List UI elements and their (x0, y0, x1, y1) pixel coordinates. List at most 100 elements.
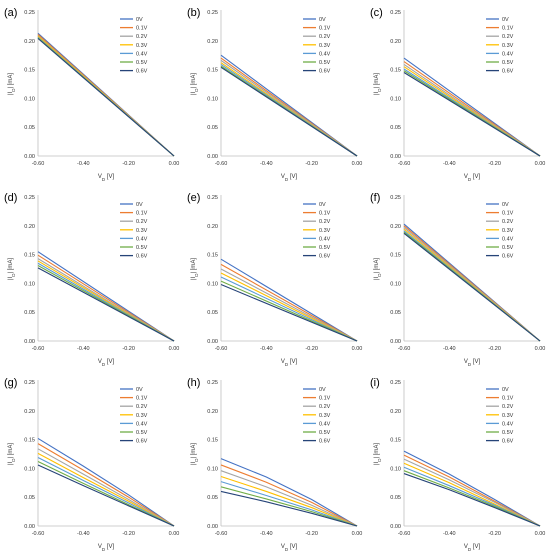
x-axis-title: VD [V] (98, 359, 115, 367)
x-tick-label: -0.40 (260, 346, 273, 352)
x-tick-label: -0.40 (443, 531, 456, 537)
series-line (37, 452, 175, 527)
y-tick-label: 0.15 (24, 253, 35, 259)
legend-label: 0.4V (502, 421, 514, 427)
x-tick-label: -0.60 (32, 346, 45, 352)
y-tick-label: 0.20 (24, 409, 35, 415)
y-tick-label: 0.05 (24, 125, 35, 131)
y-tick-label: 0.00 (24, 154, 35, 160)
legend-label: 0.3V (319, 413, 331, 419)
y-tick-label: 0.00 (390, 154, 401, 160)
panel-label: (i) (370, 377, 380, 389)
legend-label: 0V (502, 17, 509, 23)
legend-label: 0.2V (502, 34, 514, 40)
y-tick-label: 0.05 (24, 310, 35, 316)
y-tick-label: 0.25 (24, 380, 35, 386)
legend-label: 0.6V (502, 69, 514, 75)
x-tick-label: 0.00 (535, 346, 546, 352)
y-tick-label: 0.10 (24, 466, 35, 472)
y-tick-label: 0.10 (24, 96, 35, 102)
series-line (37, 456, 175, 527)
legend-label: 0V (136, 17, 143, 23)
chart-panel: (a) 0.00 0.05 0.10 0.15 0.20 0.25 -0.60 -0.40 -0.… (4, 7, 179, 182)
y-tick-label: 0.00 (24, 524, 35, 530)
x-tick-label: -0.20 (305, 346, 318, 352)
y-axis-title: |ID| [mA] (8, 258, 16, 280)
x-tick-label: -0.40 (443, 161, 456, 167)
panel-label: (f) (370, 192, 380, 204)
legend-label: 0.4V (136, 421, 148, 427)
legend-label: 0.3V (319, 228, 331, 234)
series-line (37, 437, 175, 527)
legend-label: 0.1V (136, 396, 148, 402)
y-tick-label: 0.15 (24, 438, 35, 444)
y-tick-label: 0.20 (390, 39, 401, 45)
y-tick-label: 0.20 (390, 409, 401, 415)
series-line (220, 481, 358, 527)
y-axis-title: |ID| [mA] (191, 258, 199, 280)
legend-label: 0.1V (319, 26, 331, 32)
x-tick-label: 0.00 (535, 531, 546, 537)
panel-label: (a) (4, 7, 17, 19)
y-tick-label: 0.10 (207, 281, 218, 287)
x-tick-label: -0.20 (305, 161, 318, 167)
legend-label: 0V (319, 17, 326, 23)
y-tick-label: 0.00 (207, 339, 218, 345)
y-axis-title: |ID| [mA] (374, 258, 382, 280)
series-line (220, 486, 358, 527)
legend-label: 0.5V (502, 245, 514, 251)
x-tick-label: -0.60 (32, 531, 45, 537)
x-tick-label: -0.60 (215, 346, 228, 352)
y-tick-label: 0.00 (390, 339, 401, 345)
legend-label: 0.5V (502, 60, 514, 66)
legend-label: 0.5V (319, 60, 331, 66)
legend-label: 0V (319, 202, 326, 208)
x-axis-title: VD [V] (281, 544, 298, 552)
panel-label: (g) (4, 377, 17, 389)
series-line (220, 470, 358, 527)
legend-label: 0.6V (136, 254, 148, 260)
x-tick-label: 0.00 (535, 161, 546, 167)
x-tick-label: -0.40 (77, 346, 90, 352)
y-axis-title: |ID| [mA] (191, 73, 199, 95)
y-tick-label: 0.10 (390, 466, 401, 472)
x-axis-title: VD [V] (98, 174, 115, 182)
series-line (220, 258, 358, 342)
legend-label: 0.3V (136, 228, 148, 234)
legend-label: 0.1V (136, 26, 148, 32)
y-tick-label: 0.10 (207, 466, 218, 472)
y-tick-label: 0.15 (24, 68, 35, 74)
chart-panel: (f) 0.00 0.05 0.10 0.15 0.20 0.25 -0.60 -0.40 -0.… (370, 192, 545, 367)
legend-label: 0.4V (319, 51, 331, 57)
series-line (403, 450, 541, 527)
x-tick-label: -0.20 (122, 161, 135, 167)
legend-label: 0.3V (136, 413, 148, 419)
y-tick-label: 0.00 (207, 524, 218, 530)
x-axis-title: VD [V] (464, 174, 481, 182)
y-tick-label: 0.20 (207, 39, 218, 45)
panel-label: (e) (187, 192, 200, 204)
legend-label: 0.4V (136, 236, 148, 242)
chart-panel: (e) 0.00 0.05 0.10 0.15 0.20 0.25 -0.60 -0.40 -0.… (187, 192, 362, 367)
y-tick-label: 0.25 (390, 10, 401, 16)
panel-label: (h) (187, 377, 200, 389)
series-line (220, 272, 358, 342)
x-tick-label: -0.20 (305, 531, 318, 537)
y-axis-title: |ID| [mA] (191, 443, 199, 465)
x-tick-label: -0.40 (260, 531, 273, 537)
y-axis-title: |ID| [mA] (374, 73, 382, 95)
series-line (403, 72, 541, 157)
legend-label: 0.4V (319, 236, 331, 242)
legend-label: 0.1V (319, 396, 331, 402)
y-tick-label: 0.15 (390, 438, 401, 444)
series-line (37, 267, 175, 342)
series-line (220, 475, 358, 527)
x-tick-label: -0.40 (77, 531, 90, 537)
legend-label: 0V (136, 387, 143, 393)
x-axis-title: VD [V] (464, 544, 481, 552)
y-tick-label: 0.25 (24, 10, 35, 16)
chart-panel: (c) 0.00 0.05 0.10 0.15 0.20 0.25 -0.60 -0.40 -0.… (370, 7, 545, 182)
x-tick-label: -0.60 (215, 161, 228, 167)
x-tick-label: -0.20 (488, 531, 501, 537)
x-tick-label: -0.20 (488, 346, 501, 352)
